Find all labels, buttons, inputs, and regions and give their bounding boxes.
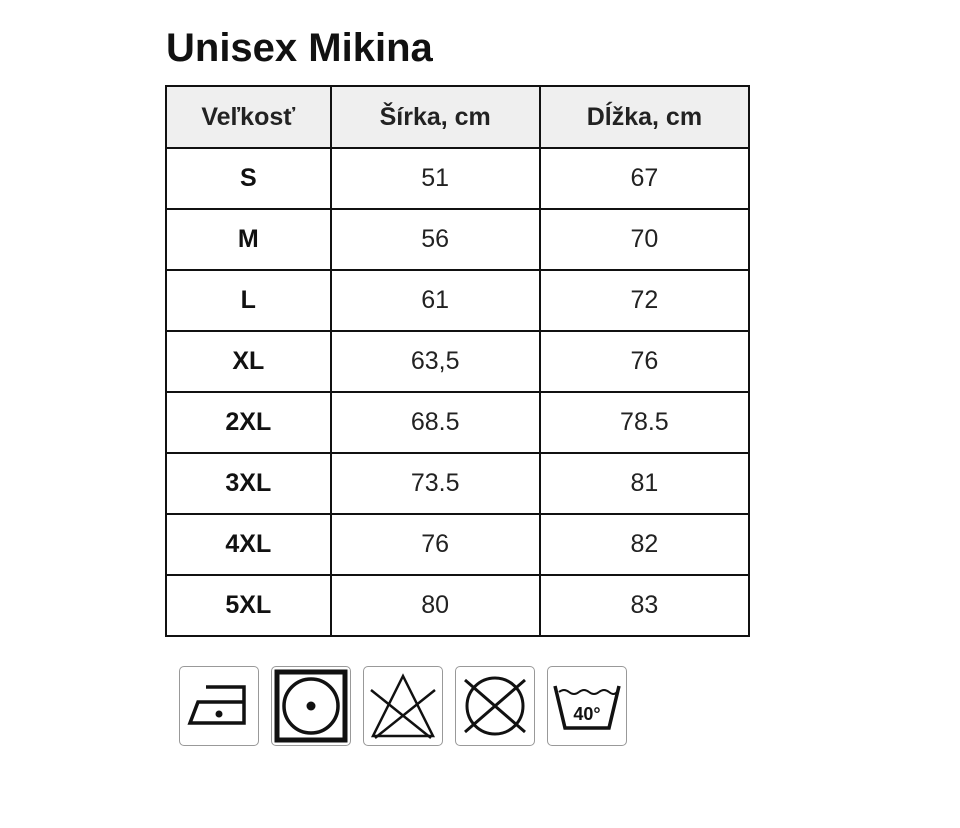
cell-width: 68.5	[329, 391, 541, 454]
cell-size: XL	[165, 330, 332, 393]
cell-length: 72	[538, 269, 751, 332]
cell-length: 83	[538, 574, 751, 637]
cell-size: 4XL	[165, 513, 332, 576]
cell-width: 61	[329, 269, 541, 332]
table-row: L 61 72	[165, 269, 751, 332]
cell-length: 82	[538, 513, 751, 576]
cell-size: 2XL	[165, 391, 332, 454]
cell-length: 67	[538, 147, 751, 210]
table-row: 4XL 76 82	[165, 513, 751, 576]
cell-size: L	[165, 269, 332, 332]
wash-temperature: 40°	[573, 704, 600, 724]
cell-width: 80	[329, 574, 541, 637]
cell-size: M	[165, 208, 332, 271]
cell-length: 81	[538, 452, 751, 515]
cell-size: 3XL	[165, 452, 332, 515]
cell-width: 51	[329, 147, 541, 210]
iron-low-heat-icon	[179, 666, 259, 746]
size-table: Veľkosť Šírka, cm Dĺžka, cm S 51 67 M 56 70 L 6…	[165, 85, 751, 637]
cell-length: 70	[538, 208, 751, 271]
cell-width: 76	[329, 513, 541, 576]
tumble-dry-icon	[271, 666, 351, 746]
header-width: Šírka, cm	[329, 85, 541, 149]
cell-length: 76	[538, 330, 751, 393]
cell-size: S	[165, 147, 332, 210]
table-row: 2XL 68.5 78.5	[165, 391, 751, 454]
table-row: XL 63,5 76	[165, 330, 751, 393]
do-not-dry-clean-icon	[455, 666, 535, 746]
table-row: S 51 67	[165, 147, 751, 210]
cell-size: 5XL	[165, 574, 332, 637]
cell-length: 78.5	[538, 391, 751, 454]
table-row: 3XL 73.5 81	[165, 452, 751, 515]
wash-40-icon: 40°	[547, 666, 627, 746]
cell-width: 73.5	[329, 452, 541, 515]
cell-width: 63,5	[329, 330, 541, 393]
table-row: M 56 70	[165, 208, 751, 271]
do-not-bleach-icon	[363, 666, 443, 746]
header-length: Dĺžka, cm	[538, 85, 751, 149]
header-size: Veľkosť	[165, 85, 332, 149]
care-icons: 40°	[179, 666, 627, 746]
cell-width: 56	[329, 208, 541, 271]
table-header-row: Veľkosť Šírka, cm Dĺžka, cm	[165, 85, 751, 149]
table-row: 5XL 80 83	[165, 574, 751, 637]
page-title: Unisex Mikina	[166, 26, 433, 70]
